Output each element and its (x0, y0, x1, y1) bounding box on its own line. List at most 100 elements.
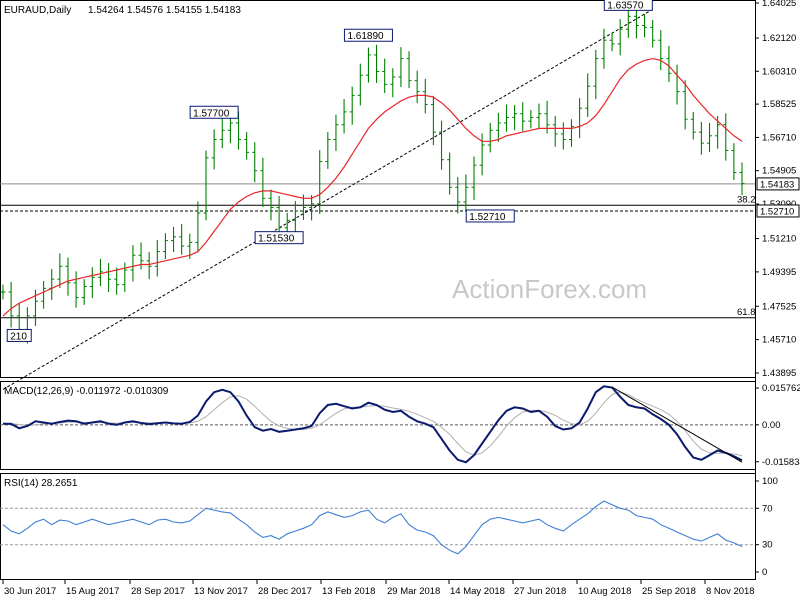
instrument-label: EURAUD,Daily (4, 5, 71, 16)
current-price-tag: 1.54183 (756, 177, 800, 191)
macd-axis-label: -0.015834 (762, 457, 800, 468)
ohlc-readout: 1.54264 1.54576 1.54155 1.54183 (88, 5, 241, 16)
price-bar (601, 28, 607, 69)
price-bar (609, 32, 615, 52)
price-axis-label: 1.47525 (762, 301, 796, 312)
price-bar (57, 253, 63, 288)
price-bar (422, 78, 428, 114)
price-bar (690, 111, 696, 140)
annotation-text: 1.51530 (258, 234, 295, 245)
price-bar (317, 150, 323, 214)
support-level-tag: 1.52710 (756, 204, 800, 218)
macd-title: MACD(12,26,9) -0.011972 -0.010309 (4, 386, 169, 397)
annotation-1.52710: 1.52710 (465, 209, 515, 223)
price-axis-label: 1.45710 (762, 335, 796, 346)
price-bar (292, 201, 298, 232)
rsi-axis-label: 100 (762, 476, 778, 487)
annotation-box (6, 328, 32, 342)
price-bar (73, 271, 79, 308)
price-bar (398, 47, 404, 88)
price-bar (349, 86, 355, 125)
x-axis-label: 28 Sep 2017 (131, 586, 185, 597)
price-bar (455, 177, 461, 214)
x-axis-label: 14 May 2018 (450, 586, 505, 597)
price-axis-label: 1.56710 (762, 132, 796, 143)
price-bar (731, 143, 737, 180)
price-bar (536, 103, 542, 129)
price-bar (463, 174, 469, 211)
price-bar (390, 68, 396, 98)
annotation-box (189, 105, 239, 119)
x-axis-label: 8 Nov 2018 (706, 586, 755, 597)
price-axis-label: 1.62120 (762, 33, 796, 44)
annotation-text: 1.63570 (607, 0, 644, 11)
price-bar (430, 95, 436, 145)
price-bar (171, 226, 177, 253)
annotation-box (603, 0, 653, 11)
fib-38-2-label: 38.2 (737, 194, 756, 205)
price-bar (162, 233, 168, 259)
price-bar (365, 47, 371, 83)
moving-average-line (2, 57, 743, 317)
price-bar (739, 162, 745, 196)
price-bar (698, 122, 704, 155)
price-bar (65, 257, 71, 296)
annotation-text: 1.57700 (193, 108, 230, 119)
price-bar (512, 105, 518, 131)
x-axis-label: 28 Dec 2017 (258, 586, 312, 597)
annotation-box (343, 28, 393, 42)
price-bar (81, 279, 87, 305)
x-axis-label: 10 Aug 2018 (578, 586, 631, 597)
annotation-1.51530: 1.51530 (254, 231, 304, 245)
price-bar (568, 119, 574, 147)
macd-axis-label: 0.015762 (762, 383, 800, 394)
price-axis-label: 1.49395 (762, 267, 796, 278)
x-axis-label: 15 Aug 2017 (66, 586, 119, 597)
price-bar (114, 267, 120, 295)
price-bar (179, 224, 185, 255)
price-bar (528, 110, 534, 129)
rsi-title: RSI(14) 28.2651 (4, 478, 78, 489)
annotation-box (465, 209, 515, 223)
price-bar (707, 122, 713, 152)
annotation-box (254, 231, 304, 245)
price-bar (8, 281, 14, 328)
price-bar (593, 49, 599, 100)
price-bar (41, 281, 47, 309)
price-series (0, 3, 745, 390)
price-bar (682, 80, 688, 130)
price-bar (219, 117, 225, 149)
rsi-axis-label: 0 (762, 567, 767, 578)
price-axis-label: 1.43895 (762, 368, 796, 379)
price-bar (642, 14, 648, 38)
price-bar (260, 157, 266, 208)
macd-axis-label: 0.00 (762, 420, 781, 431)
price-bar (650, 20, 656, 48)
price-bar (309, 195, 315, 221)
price-bar (89, 267, 95, 299)
x-axis: 30 Jun 2017 15 Aug 2017 28 Sep 2017 13 Nov … (2, 580, 755, 597)
price-bar (252, 142, 258, 183)
price-bar (374, 44, 380, 83)
price-bar (244, 132, 250, 160)
price-bar (658, 30, 664, 71)
price-bar (503, 104, 509, 132)
price-bar (479, 133, 485, 176)
price-bar (203, 150, 209, 221)
price-bar (276, 195, 282, 238)
x-axis-label: 13 Nov 2017 (194, 586, 248, 597)
current-price-tag-text: 1.54183 (760, 179, 794, 190)
price-bar (97, 258, 103, 287)
price-bar (325, 132, 331, 169)
price-bar (414, 70, 420, 104)
price-bar (447, 152, 453, 195)
x-axis-label: 30 Jun 2017 (4, 586, 56, 597)
price-bar (633, 7, 639, 39)
support-level-tag-box (756, 204, 800, 218)
price-bar (0, 284, 6, 300)
rsi-axis-label: 70 (762, 503, 773, 514)
price-axis-label: 1.51210 (762, 234, 796, 245)
price-bar (195, 201, 201, 253)
support-level-tag-text: 1.52710 (760, 206, 794, 217)
